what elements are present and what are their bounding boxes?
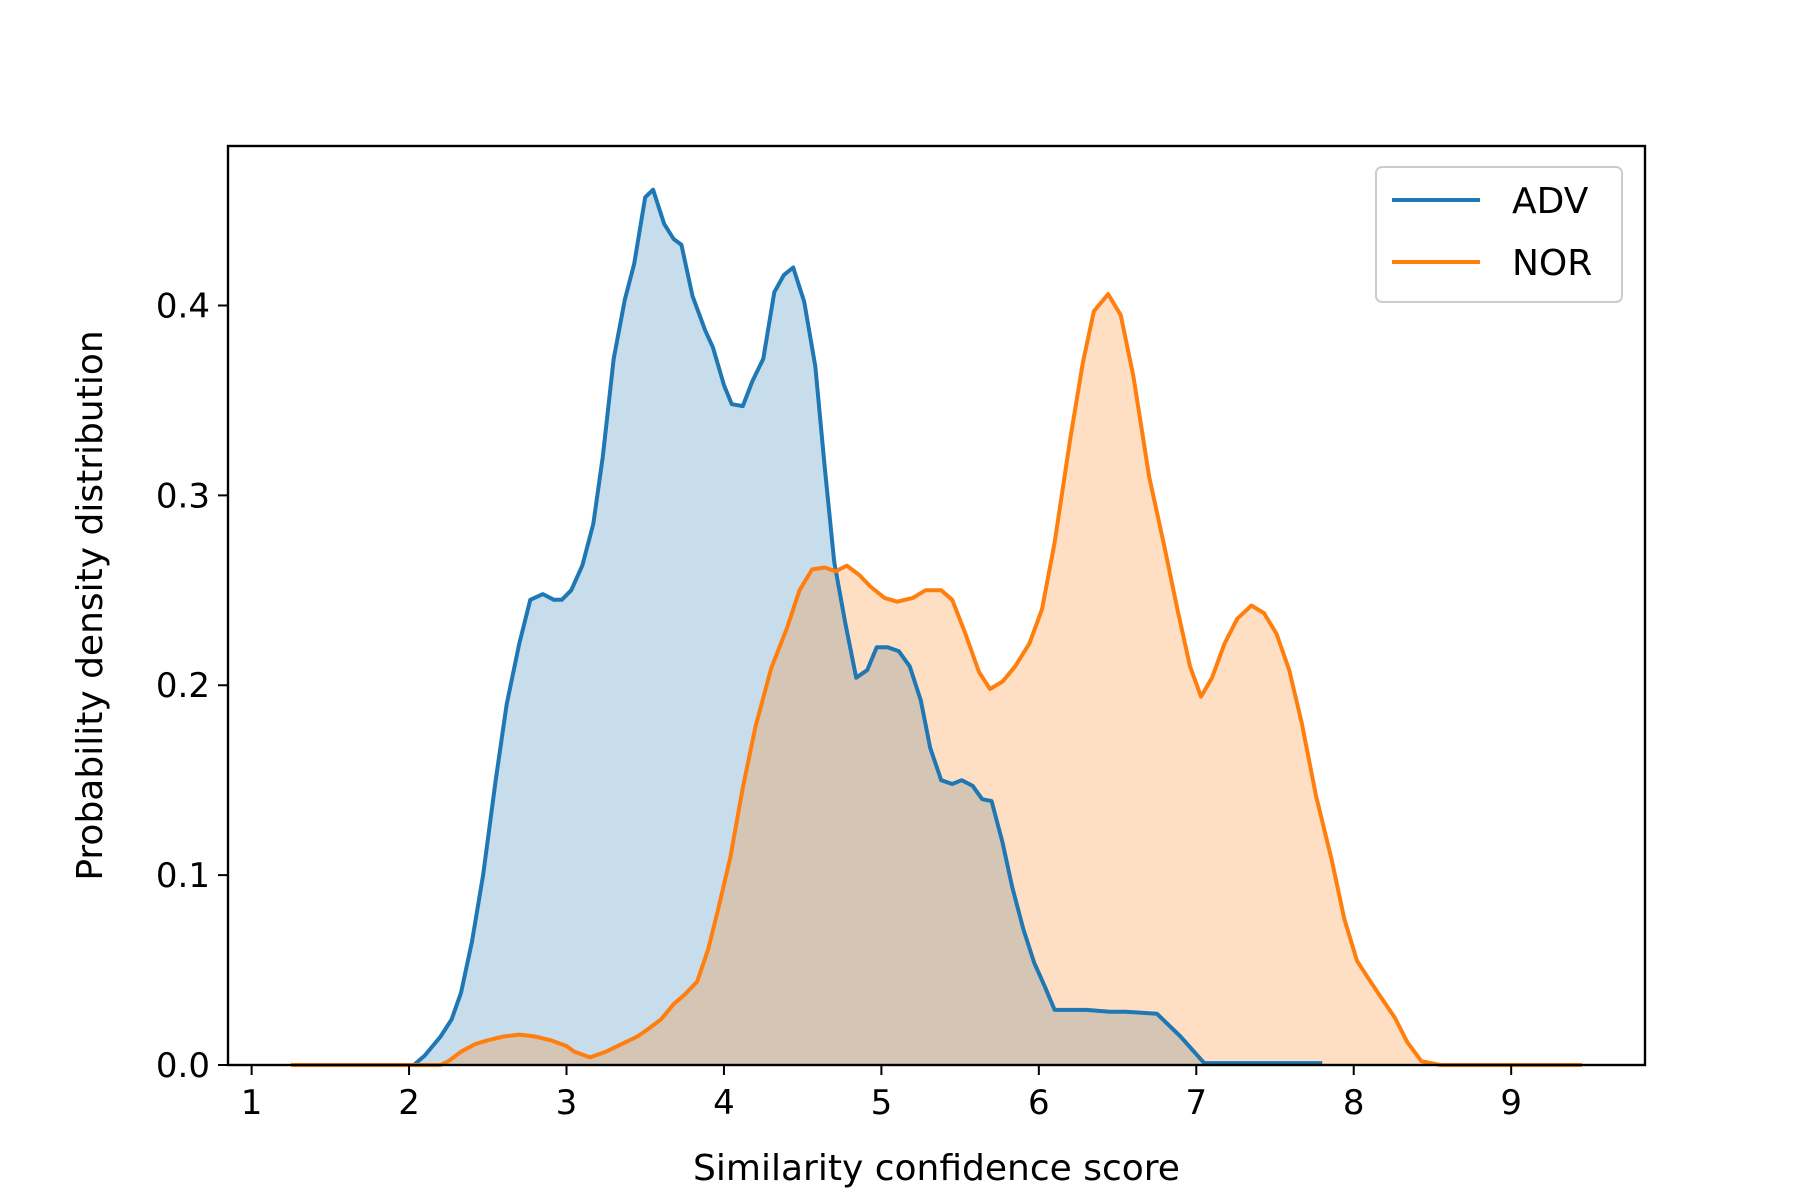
legend-label-nor: NOR (1512, 243, 1592, 284)
series-line-nor (291, 292, 1582, 1067)
y-axis-ticks: 0.0 0.1 0.2 0.3 0.4 (156, 286, 228, 1086)
x-tick-label: 9 (1500, 1083, 1522, 1123)
legend-label-adv: ADV (1512, 181, 1589, 222)
y-tick-label: 0.0 (156, 1046, 210, 1086)
x-tick-label: 1 (241, 1083, 263, 1123)
y-tick-label: 0.3 (156, 476, 210, 516)
legend: ADV NOR (1375, 166, 1623, 303)
x-tick-label: 2 (398, 1083, 420, 1123)
x-tick-label: 5 (871, 1083, 893, 1123)
x-tick-label: 3 (556, 1083, 578, 1123)
x-tick-label: 4 (713, 1083, 735, 1123)
area-fill-nor (291, 294, 1582, 1066)
x-tick-label: 6 (1028, 1083, 1050, 1123)
x-axis-ticks: 1 2 3 4 5 6 7 8 9 (241, 1065, 1522, 1123)
x-tick-label: 8 (1343, 1083, 1365, 1123)
series-line-adv (412, 187, 1323, 1067)
plot-area: 1 2 3 4 5 6 7 8 9 0.0 0.1 0.2 0.3 0.4 (156, 144, 1647, 1123)
y-axis-label: Probability density distribution (70, 330, 111, 880)
y-tick-label: 0.4 (156, 286, 210, 326)
y-tick-label: 0.1 (156, 856, 210, 896)
axes-frame (226, 144, 1647, 1067)
x-tick-label: 7 (1185, 1083, 1207, 1123)
x-axis-label: Similarity confidence score (693, 1148, 1180, 1189)
series-fills (291, 189, 1582, 1066)
y-tick-label: 0.2 (156, 666, 210, 706)
area-fill-adv (413, 189, 1323, 1065)
series-lines (291, 187, 1582, 1067)
